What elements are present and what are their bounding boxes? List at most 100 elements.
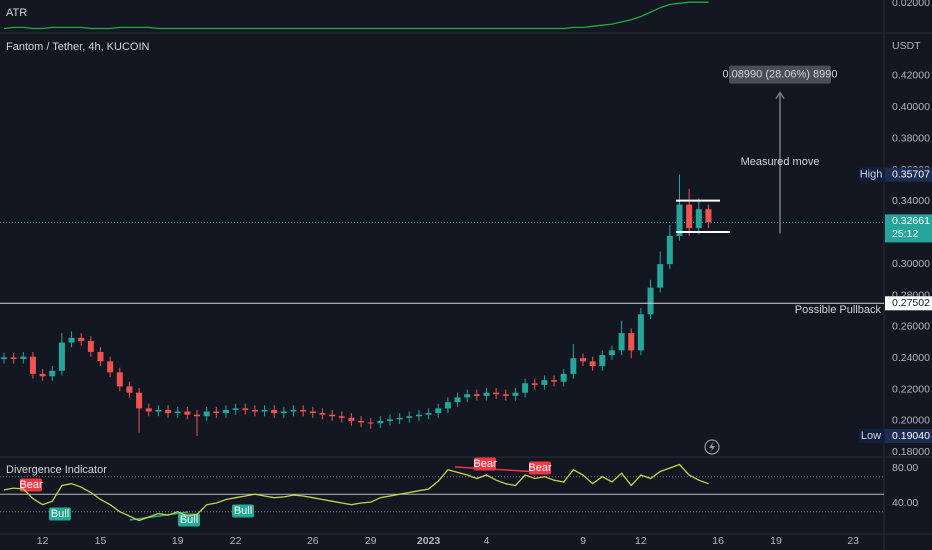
x-tick-label: 15 bbox=[95, 535, 107, 547]
candle-body bbox=[676, 204, 683, 236]
candle-body bbox=[1, 357, 7, 359]
candle-body bbox=[628, 333, 635, 351]
marker-price-box bbox=[885, 428, 932, 443]
chart-title: Fantom / Tether, 4h, KUCOIN bbox=[6, 41, 150, 53]
y-tick-label: 40.00 bbox=[892, 497, 918, 509]
candle-body bbox=[309, 411, 316, 414]
candle-body bbox=[49, 370, 56, 377]
candle-body bbox=[637, 314, 644, 351]
candle-body bbox=[107, 361, 114, 373]
marker-price: 0.35707 bbox=[892, 168, 930, 180]
y-tick-label: 80.00 bbox=[892, 462, 918, 474]
candle-body bbox=[705, 209, 712, 223]
candle-body bbox=[329, 414, 336, 417]
candle-body bbox=[10, 357, 17, 359]
y-tick-label: 0.38000 bbox=[892, 132, 930, 144]
bull-divergence-line bbox=[129, 511, 189, 521]
measured-move-box bbox=[729, 65, 831, 84]
x-tick-label: 29 bbox=[365, 535, 377, 547]
signal-box bbox=[178, 513, 200, 527]
candle-body bbox=[454, 397, 461, 403]
candle-body bbox=[608, 350, 615, 356]
icon-circle bbox=[704, 439, 720, 455]
candle-body bbox=[20, 356, 27, 359]
y-tick-label: 0.22000 bbox=[892, 383, 930, 395]
candle-body bbox=[319, 413, 326, 415]
marker-price: 0.19040 bbox=[892, 430, 930, 442]
signal-label: Bear bbox=[528, 462, 552, 474]
replay-icon[interactable] bbox=[704, 439, 720, 455]
signal-label: Bull bbox=[51, 508, 69, 520]
last-price-box bbox=[885, 214, 932, 243]
candle-body bbox=[174, 411, 181, 414]
candle-body bbox=[203, 411, 210, 417]
candle-body bbox=[473, 394, 480, 396]
candle-body bbox=[444, 402, 451, 409]
candle-body bbox=[512, 392, 519, 396]
candle-body bbox=[87, 340, 94, 352]
candle-body bbox=[58, 342, 65, 371]
x-tick-label: 16 bbox=[712, 535, 724, 547]
signal-box bbox=[20, 478, 42, 492]
candle-body bbox=[155, 409, 162, 412]
candle-body bbox=[338, 416, 345, 418]
marker-label: High bbox=[860, 169, 883, 181]
candle-body bbox=[647, 287, 654, 315]
candle-body bbox=[261, 409, 268, 412]
candle-body bbox=[213, 411, 220, 414]
candle-body bbox=[377, 420, 384, 424]
marker-price-box bbox=[885, 167, 932, 182]
signal-box bbox=[232, 504, 254, 518]
marker-label-box bbox=[859, 428, 884, 443]
candle-body bbox=[136, 392, 143, 409]
candle-body bbox=[97, 351, 104, 362]
signal-label: Bear bbox=[19, 479, 43, 491]
candle-body bbox=[618, 333, 625, 351]
signal-box bbox=[49, 507, 71, 521]
y-tick-label: 0.20000 bbox=[892, 415, 930, 427]
y-tick-label: 0.34000 bbox=[892, 195, 930, 207]
y-tick-label: 0.40000 bbox=[892, 101, 930, 113]
icon-bolt bbox=[709, 442, 715, 452]
marker-label: Low bbox=[861, 430, 881, 442]
candle-body bbox=[599, 355, 606, 367]
x-tick-label: 9 bbox=[580, 535, 586, 547]
measured-move-arrow bbox=[775, 91, 785, 100]
x-tick-label: 12 bbox=[37, 535, 49, 547]
y-tick-label: 0.30000 bbox=[892, 258, 930, 270]
countdown: 25:12 bbox=[892, 228, 918, 240]
candle-body bbox=[271, 409, 278, 414]
candle-body bbox=[560, 373, 567, 382]
y-tick-label: 0.18000 bbox=[892, 446, 930, 458]
y-tick-label: 0.42000 bbox=[892, 70, 930, 82]
x-tick-label: 12 bbox=[635, 535, 647, 547]
candle-body bbox=[502, 394, 509, 396]
candle-body bbox=[232, 408, 239, 410]
last-price: 0.32661 bbox=[892, 215, 930, 227]
candle-body bbox=[589, 361, 596, 367]
x-tick-label: 26 bbox=[307, 535, 319, 547]
candle-body bbox=[39, 373, 46, 377]
candle-body bbox=[541, 380, 548, 385]
pullback-price-box bbox=[885, 296, 932, 311]
main-pane bbox=[1, 174, 730, 436]
candle-body bbox=[406, 416, 413, 418]
candle-body bbox=[242, 408, 249, 410]
candle-body bbox=[68, 337, 75, 343]
signal-label: Bear bbox=[473, 458, 497, 470]
candle-body bbox=[580, 358, 586, 362]
signal-label: Bull bbox=[180, 514, 198, 526]
signal-label: Bull bbox=[234, 505, 252, 517]
candle-body bbox=[358, 420, 365, 423]
candle-body bbox=[531, 383, 538, 385]
candle-body bbox=[493, 392, 500, 395]
candle-body bbox=[425, 413, 432, 415]
candle-body bbox=[145, 408, 152, 412]
candle-body bbox=[194, 414, 200, 417]
candle-body bbox=[695, 209, 702, 229]
candle-body bbox=[666, 235, 673, 265]
atr-title: ATR bbox=[6, 7, 27, 19]
